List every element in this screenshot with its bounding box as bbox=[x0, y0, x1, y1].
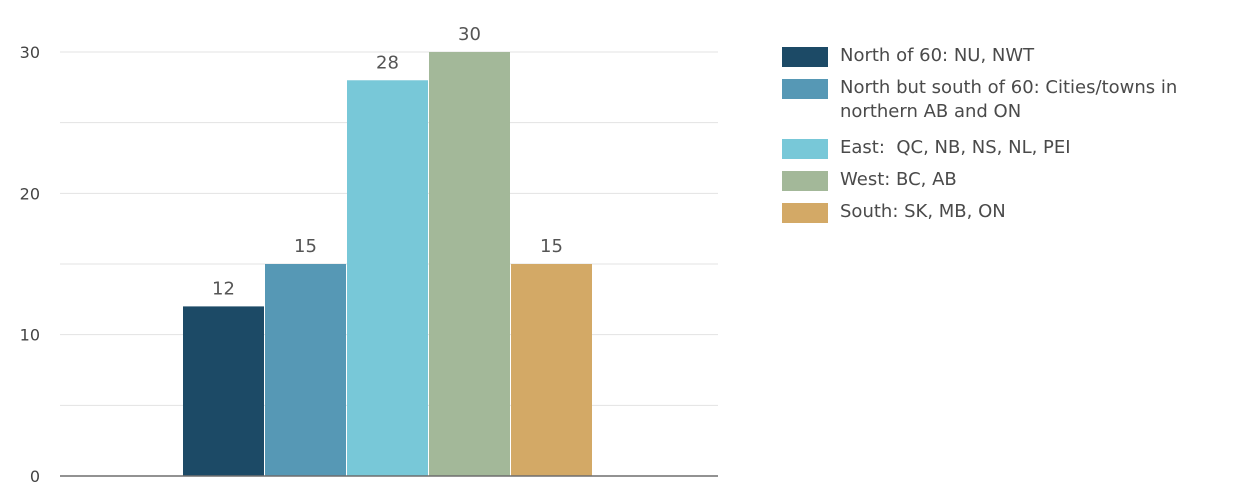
bar bbox=[429, 52, 510, 476]
legend-swatch bbox=[782, 171, 828, 191]
legend-label: West: BC, AB bbox=[840, 169, 957, 190]
legend: North of 60: NU, NWT North but south of … bbox=[782, 44, 1242, 232]
legend-label: South: SK, MB, ON bbox=[840, 201, 1006, 222]
legend-item-south: South: SK, MB, ON bbox=[782, 200, 1242, 224]
y-axis-tick-labels: 0 10 20 30 bbox=[20, 43, 40, 486]
data-label: 15 bbox=[294, 236, 317, 257]
legend-item-north-south-of-60: North but south of 60: Cities/towns in n… bbox=[782, 76, 1242, 124]
legend-label: East: QC, NB, NS, NL, PEI bbox=[840, 137, 1071, 158]
legend-swatch bbox=[782, 79, 828, 99]
bar bbox=[265, 264, 346, 476]
bar bbox=[183, 306, 264, 476]
bar bbox=[511, 264, 592, 476]
data-label: 28 bbox=[376, 52, 399, 73]
legend-label: North but south of 60: Cities/towns in n… bbox=[840, 77, 1178, 122]
legend-swatch bbox=[782, 47, 828, 67]
y-tick-label: 20 bbox=[20, 184, 40, 203]
bar bbox=[347, 80, 428, 477]
data-labels: 12 15 28 30 15 bbox=[212, 24, 563, 299]
legend-item-north-of-60: North of 60: NU, NWT bbox=[782, 44, 1242, 68]
data-label: 12 bbox=[212, 278, 235, 299]
legend-swatch bbox=[782, 139, 828, 159]
y-tick-label: 10 bbox=[20, 326, 40, 345]
legend-label: North of 60: NU, NWT bbox=[840, 45, 1035, 66]
legend-swatch bbox=[782, 203, 828, 223]
data-label: 30 bbox=[458, 24, 481, 45]
data-label: 15 bbox=[540, 236, 563, 257]
bars bbox=[183, 52, 592, 477]
y-tick-label: 30 bbox=[20, 43, 40, 62]
legend-item-east: East: QC, NB, NS, NL, PEI bbox=[782, 136, 1242, 160]
legend-item-west: West: BC, AB bbox=[782, 168, 1242, 192]
y-tick-label: 0 bbox=[30, 467, 40, 486]
